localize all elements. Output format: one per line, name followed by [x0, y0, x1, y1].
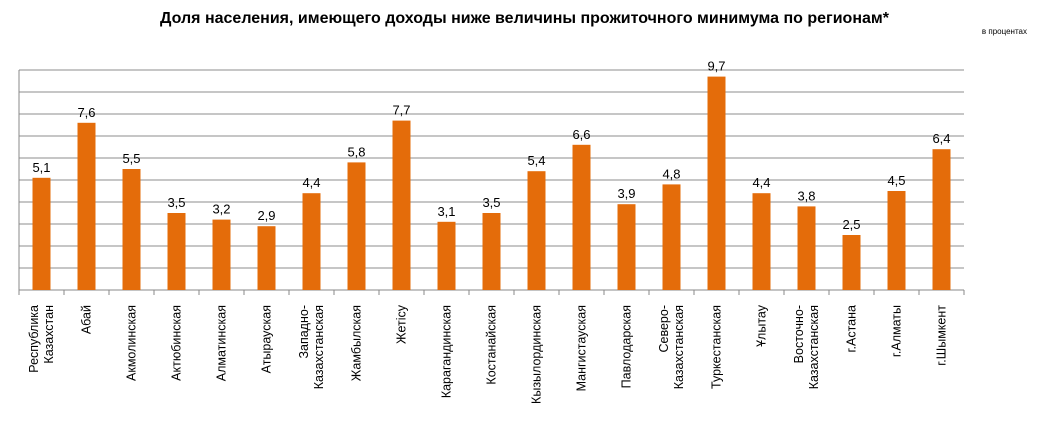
data-label: 4,4 [302, 175, 320, 190]
data-label: 4,5 [887, 173, 905, 188]
bar [482, 213, 501, 290]
data-label: 5,5 [122, 151, 140, 166]
category-label: Туркестанская [710, 305, 724, 389]
data-label: 5,1 [32, 160, 50, 175]
category-label: Алматинская [215, 305, 229, 381]
data-label: 6,6 [572, 127, 590, 142]
category-label: Восточно-Казахстанская [792, 305, 821, 389]
bar [302, 193, 321, 290]
category-label: Карагандинская [440, 305, 454, 398]
bar [167, 213, 186, 290]
category-label: Мангистауская [575, 305, 589, 391]
data-label: 3,9 [617, 186, 635, 201]
bar [257, 226, 276, 290]
category-label: г.Алматы [890, 305, 904, 357]
bar [122, 169, 141, 290]
data-label: 7,7 [392, 103, 410, 118]
data-label: 2,9 [257, 208, 275, 223]
data-label: 4,8 [662, 166, 680, 181]
bar [662, 184, 681, 290]
unit-note: в процентах [981, 27, 1027, 36]
category-label: Костанайская [485, 305, 499, 385]
bar [932, 149, 951, 290]
bar [797, 206, 816, 290]
category-label: Павлодарская [620, 305, 634, 388]
bar [527, 171, 546, 290]
bar [77, 122, 96, 290]
bar [437, 221, 456, 290]
bar [212, 219, 231, 290]
category-label: г.Астана [845, 305, 859, 353]
category-label: РеспубликаКазахстан [27, 305, 56, 373]
chart-title: Доля населения, имеющего доходы ниже вел… [160, 10, 889, 27]
bar [392, 120, 411, 290]
data-label: 3,5 [167, 195, 185, 210]
category-label: Жетісу [395, 304, 409, 344]
data-label: 6,4 [932, 131, 950, 146]
category-label: Атырауская [260, 305, 274, 373]
bar [842, 235, 861, 290]
data-label: 7,6 [77, 105, 95, 120]
data-label: 5,4 [527, 153, 545, 168]
category-label: Актюбинская [170, 305, 184, 381]
bar [347, 162, 366, 290]
data-label: 9,7 [707, 59, 725, 74]
bar [617, 204, 636, 290]
data-label: 3,5 [482, 195, 500, 210]
bar [572, 144, 591, 290]
bar [707, 76, 726, 290]
category-label: Ұлытау [755, 304, 769, 347]
data-label: 2,5 [842, 217, 860, 232]
bar [887, 191, 906, 290]
category-label: Акмолинская [125, 305, 139, 381]
category-label: Северо-Казахстанская [657, 305, 686, 389]
data-label: 3,1 [437, 204, 455, 219]
data-label: 3,2 [212, 202, 230, 217]
category-label: Западно-Казахстанская [297, 305, 326, 389]
category-label: Жамбылская [350, 305, 364, 381]
data-label: 4,4 [752, 175, 770, 190]
bar [752, 193, 771, 290]
data-label: 5,8 [347, 144, 365, 159]
category-label: Кызылординская [530, 305, 544, 404]
bar [32, 177, 51, 290]
category-label: Абай [80, 305, 94, 334]
category-label: г.Шымкент [935, 305, 949, 366]
data-label: 3,8 [797, 188, 815, 203]
